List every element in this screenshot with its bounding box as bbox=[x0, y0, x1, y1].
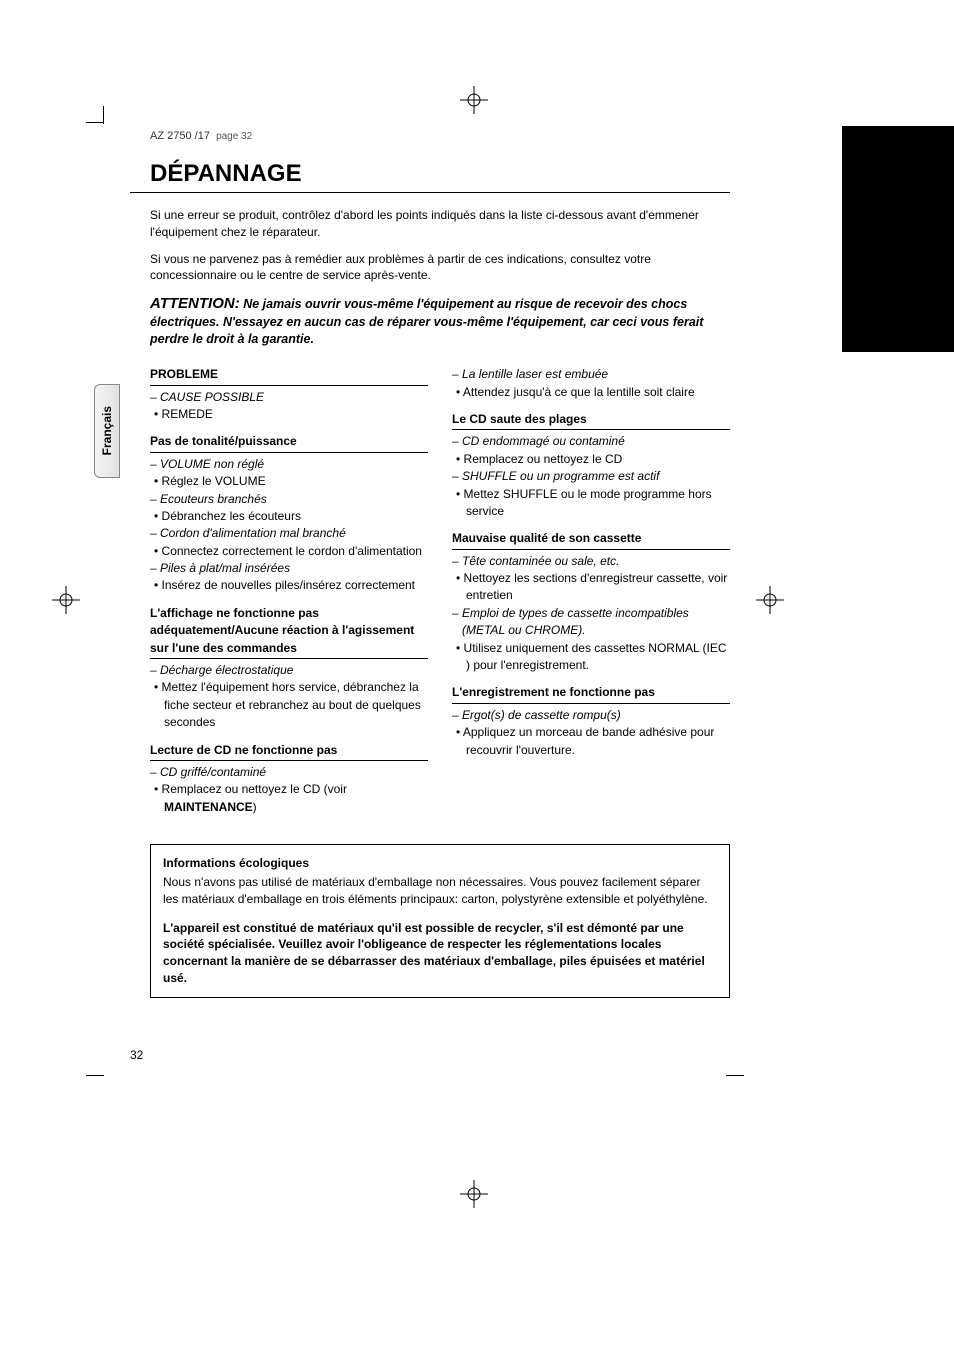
crop-mark bbox=[103, 106, 104, 124]
section-title: Lecture de CD ne fonctionne pas bbox=[150, 742, 428, 761]
remedy-line: Remplacez ou nettoyez le CD bbox=[452, 451, 730, 468]
remedy-line: Débranchez les écouteurs bbox=[150, 508, 428, 525]
cause-line: Cordon d'alimentation mal branché bbox=[150, 525, 428, 542]
cause-line: Emploi de types de cassette incompatible… bbox=[452, 605, 730, 640]
remedy-line: Attendez jusqu'à ce que la lentille soit… bbox=[452, 384, 730, 401]
intro-paragraph: Si une erreur se produit, contrôlez d'ab… bbox=[130, 207, 730, 241]
right-column: La lentille laser est embuée Attendez ju… bbox=[452, 366, 730, 816]
attention-block: ATTENTION: Ne jamais ouvrir vous-même l'… bbox=[130, 294, 730, 348]
crop-mark bbox=[86, 122, 104, 123]
section-title: Pas de tonalité/puissance bbox=[150, 433, 428, 452]
registration-mark-icon bbox=[460, 86, 488, 114]
cause-line: Piles à plat/mal insérées bbox=[150, 560, 428, 577]
doc-id: AZ 2750 /17 bbox=[150, 130, 210, 142]
remedy-line: REMEDE bbox=[150, 406, 428, 423]
cause-line: Tête contaminée ou sale, etc. bbox=[452, 553, 730, 570]
cause-line: Ergot(s) de cassette rompu(s) bbox=[452, 707, 730, 724]
page-content: AZ 2750 /17 page 32 DÉPANNAGE Si une err… bbox=[130, 130, 730, 998]
eco-info-box: Informations écologiques Nous n'avons pa… bbox=[150, 844, 730, 998]
page-number: 32 bbox=[130, 1048, 143, 1062]
cause-line: Ecouteurs branchés bbox=[150, 491, 428, 508]
section-title: L'enregistrement ne fonctionne pas bbox=[452, 684, 730, 703]
eco-bold: L'appareil est constitué de matériaux qu… bbox=[163, 920, 717, 987]
eco-title: Informations écologiques bbox=[163, 855, 717, 872]
section-title: Mauvaise qualité de son cassette bbox=[452, 530, 730, 549]
header-line: AZ 2750 /17 page 32 bbox=[130, 130, 730, 142]
remedy-line: Insérez de nouvelles piles/insérez corre… bbox=[150, 577, 428, 594]
cause-line: VOLUME non réglé bbox=[150, 456, 428, 473]
remedy-line: Mettez l'équipement hors service, débran… bbox=[150, 679, 428, 731]
crop-mark bbox=[86, 1075, 104, 1076]
section-title: Le CD saute des plages bbox=[452, 411, 730, 430]
section-title: PROBLEME bbox=[150, 366, 428, 385]
cause-line: CAUSE POSSIBLE bbox=[150, 389, 428, 406]
registration-mark-icon bbox=[52, 586, 80, 614]
remedy-line: Utilisez uniquement des cassettes NORMAL… bbox=[452, 640, 730, 675]
remedy-line: Mettez SHUFFLE ou le mode programme hors… bbox=[452, 486, 730, 521]
cause-line: CD griffé/contaminé bbox=[150, 764, 428, 781]
page-title: DÉPANNAGE bbox=[130, 160, 730, 193]
left-column: PROBLEME CAUSE POSSIBLE REMEDE Pas de to… bbox=[150, 366, 428, 816]
remedy-line: Appliquez un morceau de bande adhésive p… bbox=[452, 724, 730, 759]
registration-mark-icon bbox=[756, 586, 784, 614]
remedy-line: Réglez le VOLUME bbox=[150, 473, 428, 490]
attention-label: ATTENTION: bbox=[150, 295, 240, 312]
two-column-layout: PROBLEME CAUSE POSSIBLE REMEDE Pas de to… bbox=[130, 366, 730, 816]
remedy-line: Remplacez ou nettoyez le CD (voir MAINTE… bbox=[150, 781, 428, 816]
intro-paragraph: Si vous ne parvenez pas à remédier aux p… bbox=[130, 251, 730, 285]
cause-line: CD endommagé ou contaminé bbox=[452, 433, 730, 450]
black-side-bar bbox=[842, 126, 954, 352]
remedy-line: Connectez correctement le cordon d'alime… bbox=[150, 543, 428, 560]
cause-line: La lentille laser est embuée bbox=[452, 366, 730, 383]
cause-line: Décharge électrostatique bbox=[150, 662, 428, 679]
registration-mark-icon bbox=[460, 1180, 488, 1208]
language-tab: Français bbox=[94, 384, 120, 478]
eco-body: Nous n'avons pas utilisé de matériaux d'… bbox=[163, 874, 717, 908]
cause-line: SHUFFLE ou un programme est actif bbox=[452, 468, 730, 485]
page-label: page 32 bbox=[216, 131, 252, 142]
section-title: L'affichage ne fonctionne pas adéquateme… bbox=[150, 605, 428, 659]
language-tab-label: Français bbox=[100, 406, 114, 455]
crop-mark bbox=[726, 1075, 744, 1076]
remedy-line: Nettoyez les sections d'enregistreur cas… bbox=[452, 570, 730, 605]
